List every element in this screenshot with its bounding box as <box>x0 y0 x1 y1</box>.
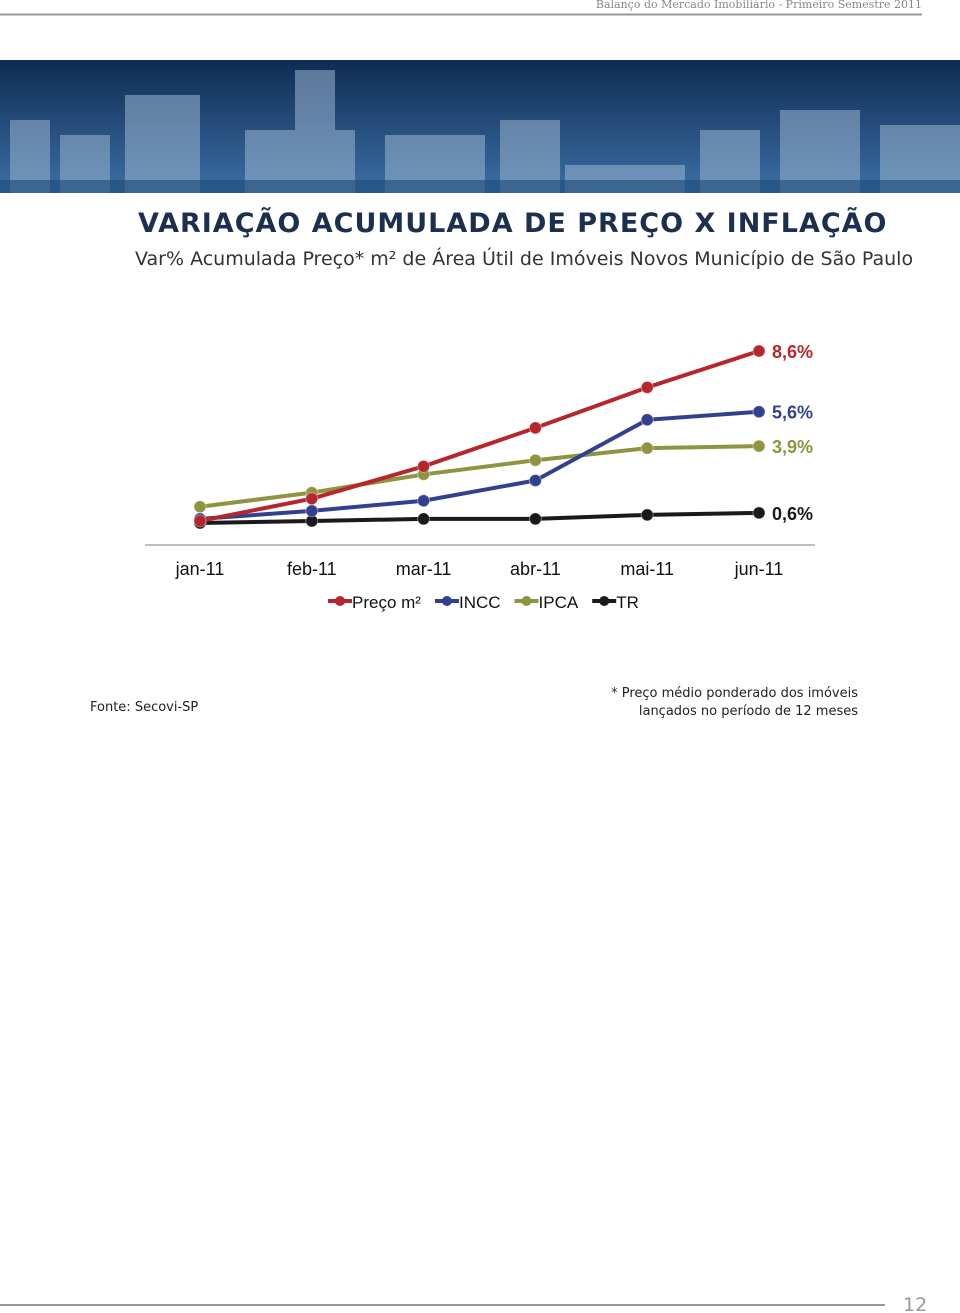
source: Fonte: Secovi-SP <box>90 700 198 715</box>
data-point <box>752 506 766 520</box>
data-point <box>528 421 542 435</box>
running-title: Balanço do Mercado Imobiliário - Primeir… <box>596 0 922 11</box>
data-label: 8,6% <box>772 342 813 362</box>
data-point <box>640 380 654 394</box>
x-tick-label: abr-11 <box>510 559 561 579</box>
legend-label: Preço m² <box>352 593 421 612</box>
data-label: 0,6% <box>772 504 813 524</box>
chart-title: VARIAÇÃO ACUMULADA DE PREÇO X INFLAÇÃO <box>138 207 888 239</box>
data-point <box>640 413 654 427</box>
data-label: 5,6% <box>772 403 813 423</box>
legend-marker <box>521 596 532 606</box>
page-number: 12 <box>903 1294 927 1313</box>
data-point <box>640 508 654 522</box>
banner <box>0 60 960 193</box>
x-tick-label: jan-11 <box>175 559 225 579</box>
series-line <box>199 349 760 523</box>
legend-label: TR <box>616 593 639 612</box>
x-tick-label: jun-11 <box>734 559 784 579</box>
legend-marker <box>599 596 610 606</box>
legend-label: INCC <box>459 593 501 612</box>
data-point <box>417 494 431 508</box>
legend-marker <box>441 596 452 606</box>
legend-label: IPCA <box>539 593 579 612</box>
x-tick-label: mar-11 <box>396 559 452 579</box>
data-point <box>528 473 542 487</box>
data-point <box>305 492 319 506</box>
series-line <box>199 444 760 509</box>
note-line: * Preço médio ponderado dos imóveis <box>611 686 858 701</box>
data-point <box>528 512 542 526</box>
data-point <box>305 504 319 518</box>
series-line <box>199 409 760 521</box>
data-point <box>752 439 766 453</box>
legend-marker <box>335 596 345 606</box>
x-tick-label: mai-11 <box>620 559 674 579</box>
chart-subtitle: Var% Acumulada Preço* m² de Área Útil de… <box>135 246 913 270</box>
data-point <box>640 441 654 455</box>
data-label: 3,9% <box>772 437 813 457</box>
data-point <box>193 500 207 514</box>
data-point <box>193 514 207 528</box>
data-point <box>528 453 542 467</box>
series-line <box>199 510 760 525</box>
data-point <box>752 405 766 419</box>
x-tick-label: feb-11 <box>287 559 337 579</box>
data-point <box>417 512 431 526</box>
note-line: lançados no período de 12 meses <box>639 704 858 719</box>
data-point <box>752 344 766 358</box>
data-point <box>417 459 431 473</box>
